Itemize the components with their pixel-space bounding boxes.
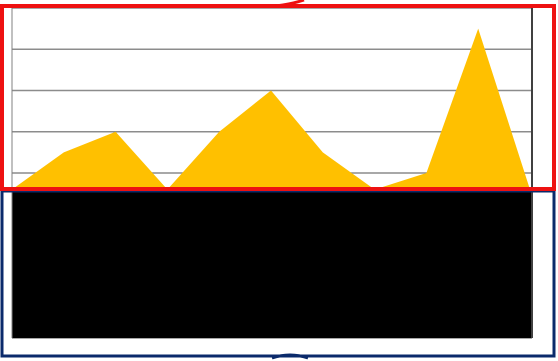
redaction-block (12, 192, 532, 338)
brace-tip-red (275, 0, 305, 8)
brace-tip-blue (271, 353, 309, 360)
